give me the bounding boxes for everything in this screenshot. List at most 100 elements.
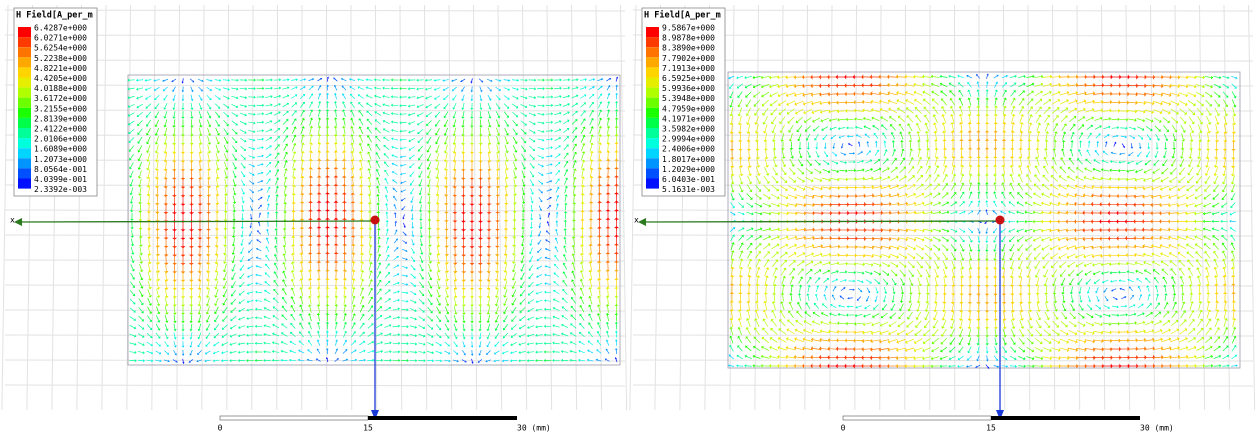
arrow-shaft [131,264,133,269]
arrow-head [245,96,247,99]
arrow-shaft [506,195,507,203]
arrow-shaft [539,240,541,243]
arrow-shaft [267,248,269,252]
arrow-shaft [554,97,559,98]
arrow-head [985,122,989,124]
arrow-head [1090,125,1093,128]
arrow-shaft [1205,92,1211,96]
arrow-head [182,354,184,356]
arrow-shaft [215,351,219,353]
arrow-head [317,159,322,161]
arrow-head [395,221,397,223]
arrow-head [606,304,610,306]
arrow-shaft [556,257,559,261]
arrow-head [606,209,611,211]
scale-bar-white [220,416,368,420]
arrow-shaft [427,351,432,352]
arrow-shaft [376,121,380,124]
arrow-shaft [147,351,152,353]
arrow-head [471,81,473,83]
arrow-shaft [233,247,234,253]
arrow-head [155,177,159,179]
arrow-shaft [538,181,541,184]
arrow-head [853,74,855,79]
arrow-head [535,325,537,328]
arrow-shaft [538,300,543,301]
arrow-shaft [165,298,166,305]
grid-line [805,5,808,410]
arrow-shaft [309,324,311,329]
arrow-shaft [215,120,218,125]
arrow-shaft [496,342,499,346]
arrow-shaft [310,271,311,279]
arrow-head [206,254,211,256]
arrow-shaft [427,112,431,115]
arrow-shaft [419,299,423,303]
arrow-shaft [555,130,560,132]
arrow-head [182,90,184,92]
arrow-shaft [505,178,506,186]
arrow-head [606,322,609,324]
arrow-shaft [599,136,600,143]
arrow-head [262,112,264,115]
arrow-shaft [327,78,328,81]
arrow-head [606,167,611,169]
arrow-shaft [590,280,592,287]
arrow-head [238,342,240,345]
arrow-shaft [385,155,389,159]
arrow-shaft [512,325,516,329]
arrow-shaft [223,88,228,89]
arrow-head [385,211,388,213]
arrow-head [985,97,989,99]
arrow-shaft [901,134,903,140]
arrow-shaft [565,230,566,236]
arrow-head [486,296,490,298]
arrow-head [300,227,305,229]
arrow-shaft [410,155,414,158]
arrow-shaft [352,153,353,161]
arrow-head [398,307,400,310]
arrow-head [360,227,364,229]
legend-label: 2.0106e+000 [34,135,87,144]
arrow-shaft [472,359,473,362]
legend-swatch [18,148,31,158]
arrow-head [1135,101,1137,105]
arrow-shaft [1054,133,1056,140]
arrow-shaft [233,273,236,278]
arrow-shaft [293,178,294,185]
arrow-head [802,75,804,80]
arrow-head [221,359,223,362]
arrow-shaft [908,109,914,113]
arrow-shaft [369,145,372,151]
arrow-head [376,202,379,204]
arrow-head [615,134,619,136]
arrow-shaft [428,272,430,278]
legend-label: 3.6172e+000 [34,94,87,103]
arrow-head [607,126,611,128]
arrow-shaft [387,205,388,210]
arrow-head [189,288,193,290]
x-axis [20,221,375,222]
arrow-head [155,246,160,248]
arrow-shaft [242,188,244,193]
arrow-head [580,227,584,229]
arrow-shaft [240,130,245,133]
arrow-head [452,178,456,180]
arrow-shaft [497,289,499,296]
arrow-shaft [598,103,600,108]
arrow-head [190,152,194,154]
arrow-shaft [249,300,254,301]
arrow-head [861,74,863,79]
arrow-shaft [589,95,593,98]
arrow-head [560,78,562,81]
arrow-shaft [208,136,210,143]
arrow-head [445,262,449,264]
arrow-shaft [208,144,210,151]
arrow-head [416,87,418,90]
grid-line [5,385,625,386]
grid-line [425,5,427,410]
arrow-shaft [393,275,397,277]
arrow-head [368,193,372,195]
arrow-shaft [147,120,150,125]
arrow-head [173,313,177,315]
